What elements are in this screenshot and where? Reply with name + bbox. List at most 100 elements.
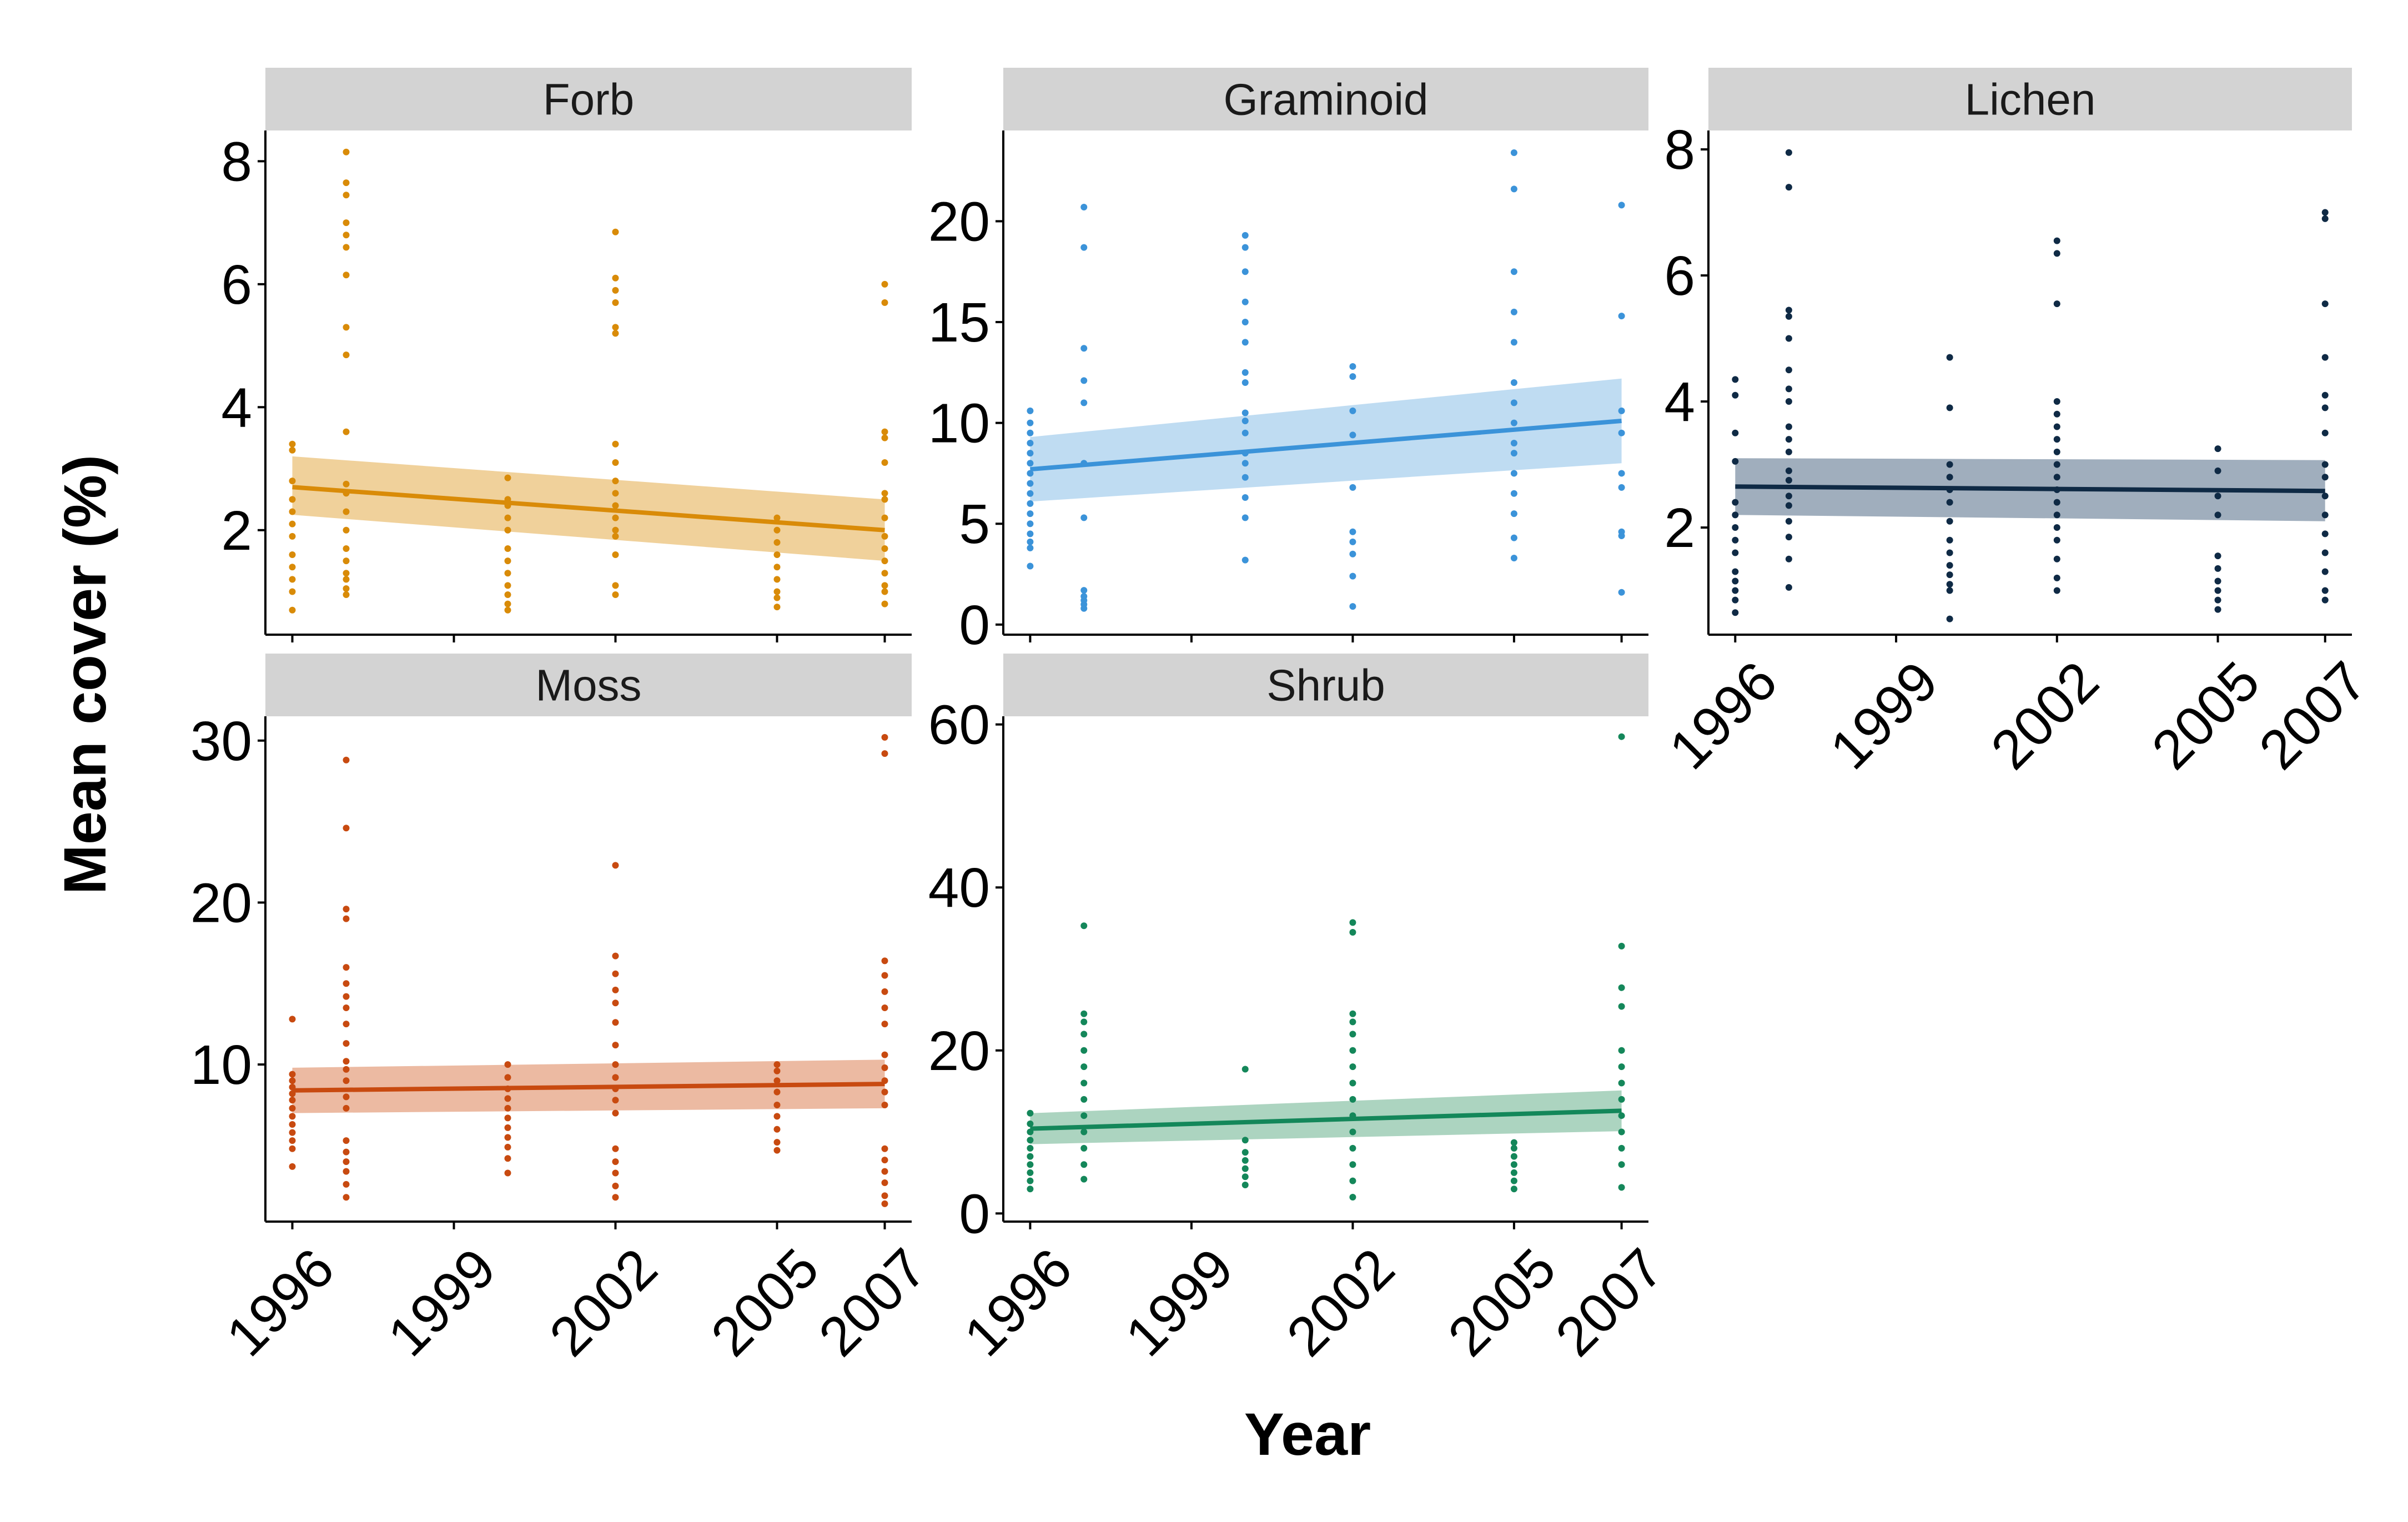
data-point (504, 1104, 511, 1112)
data-point (1349, 373, 1356, 380)
y-tick-label: 2 (221, 500, 252, 562)
data-point (1349, 1144, 1356, 1152)
data-point (1510, 419, 1517, 426)
data-point (504, 1095, 511, 1102)
data-point (1618, 1063, 1625, 1071)
data-point (1349, 919, 1356, 926)
data-point (612, 1182, 619, 1189)
data-point (343, 480, 350, 488)
trend-line (292, 1082, 885, 1093)
data-point (881, 1145, 888, 1152)
data-point (289, 1097, 296, 1104)
data-point (2214, 587, 2221, 594)
data-point (612, 970, 619, 977)
data-point (289, 533, 296, 540)
data-point (1618, 1003, 1625, 1010)
data-point (1510, 490, 1517, 497)
data-point (1241, 460, 1249, 467)
data-point (343, 585, 350, 592)
data-point (1241, 494, 1249, 501)
data-point (1027, 520, 1034, 528)
data-point (1785, 467, 1792, 474)
data-point (343, 825, 350, 832)
data-point (1732, 596, 1739, 604)
data-point (1946, 536, 1953, 544)
data-point (612, 1074, 619, 1081)
data-point (881, 280, 888, 288)
data-point (1618, 733, 1625, 740)
data-point (1080, 587, 1088, 594)
data-point (2053, 524, 2060, 531)
data-point (1080, 1079, 1088, 1087)
data-point (289, 564, 296, 571)
data-point (881, 428, 888, 435)
data-point (2214, 577, 2221, 585)
data-point (1946, 354, 1953, 361)
data-point (289, 588, 296, 595)
data-point (1027, 562, 1034, 570)
data-point (1080, 1018, 1088, 1026)
data-point (1510, 450, 1517, 457)
data-point (1349, 1177, 1356, 1184)
data-point (504, 1155, 511, 1162)
data-point (1946, 461, 1953, 468)
data-point (773, 594, 781, 601)
data-point (2214, 596, 2221, 604)
y-tick-label: 2 (1664, 497, 1695, 559)
data-point (343, 1137, 350, 1144)
data-point (1080, 1176, 1088, 1183)
data-point (2321, 568, 2329, 575)
data-point (504, 545, 511, 552)
data-point (343, 324, 350, 331)
facet-strip-label: Moss (535, 661, 641, 710)
confidence-band (1030, 1090, 1622, 1144)
data-point (1510, 308, 1517, 315)
data-point (1510, 1177, 1517, 1184)
data-point (289, 1137, 296, 1144)
x-tick-label: 1996 (1657, 650, 1789, 781)
data-point (1349, 431, 1356, 439)
x-tick-label: 2002 (1979, 650, 2111, 781)
data-point (1027, 1169, 1034, 1176)
data-point (612, 1061, 619, 1068)
data-point (881, 1157, 888, 1164)
data-points (1732, 149, 2329, 622)
data-point (343, 1148, 350, 1156)
data-point (343, 1194, 350, 1201)
data-point (343, 244, 350, 251)
y-tick-label: 10 (190, 1034, 252, 1096)
data-point (1785, 436, 1792, 443)
data-point (1732, 511, 1739, 519)
facet-strip (265, 68, 912, 130)
data-point (1027, 439, 1034, 446)
data-point (612, 299, 619, 307)
data-point (343, 570, 350, 577)
data-point (1080, 204, 1088, 211)
data-point (1027, 490, 1034, 497)
data-point (289, 508, 296, 515)
data-point (1241, 339, 1249, 346)
data-point (1349, 407, 1356, 414)
data-point (2053, 250, 2060, 257)
data-point (1510, 149, 1517, 156)
data-point (343, 179, 350, 187)
data-point (881, 1179, 888, 1186)
data-point (612, 502, 619, 509)
facet-strip-label: Forb (543, 75, 635, 124)
facet-forb: Forb 2 4 6 8 (221, 68, 912, 642)
data-point (773, 1139, 781, 1146)
data-point (1241, 1066, 1249, 1073)
data-point (612, 986, 619, 993)
data-point (1510, 470, 1517, 477)
data-point (1785, 555, 1792, 562)
data-point (1732, 536, 1739, 544)
data-point (2321, 215, 2329, 222)
data-point (1510, 379, 1517, 386)
data-point (612, 514, 619, 521)
data-point (1027, 1153, 1034, 1160)
data-point (1618, 484, 1625, 491)
y-tick-label: 8 (1664, 119, 1695, 181)
trend-line (1030, 1108, 1622, 1131)
data-point (343, 993, 350, 1000)
